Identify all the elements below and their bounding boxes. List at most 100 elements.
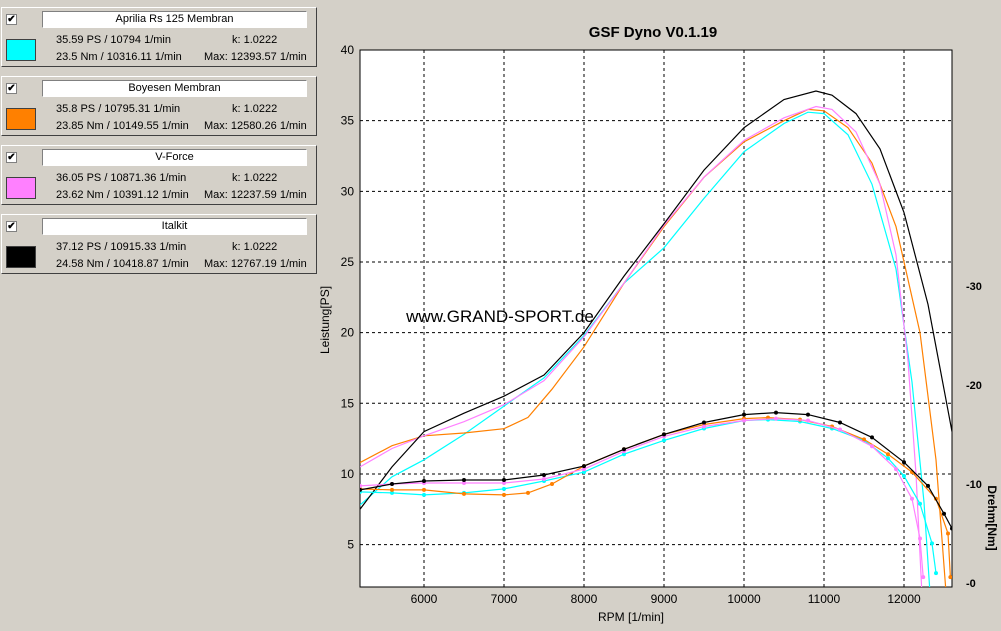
grid-lines [360, 50, 952, 587]
torque-point [774, 416, 778, 421]
torque-point [902, 460, 906, 465]
torque-point [774, 410, 778, 415]
y-axis-label: Leistung[PS] [318, 286, 332, 354]
torque-point [360, 487, 362, 492]
y-tick-label: 5 [347, 538, 354, 552]
torque-point [862, 437, 866, 442]
torque-readout-vforce: 23.62 Nm / 10391.12 1/min [56, 189, 189, 201]
torque-point [742, 418, 746, 423]
x-tick-label: 12000 [887, 592, 921, 606]
color-swatch-boyesen[interactable] [6, 108, 36, 130]
y-tick-label: 30 [341, 184, 355, 198]
torque-point [742, 412, 746, 417]
torque-point [946, 531, 950, 536]
checkbox-boyesen[interactable]: ✔ [6, 83, 17, 94]
k-readout-aprilia: k: 1.0222 [232, 34, 278, 46]
torque-point [462, 478, 466, 482]
y2-tick-label: -0 [966, 578, 976, 590]
y-tick-label: 15 [341, 396, 355, 410]
torque-point [390, 482, 394, 486]
torque-point [502, 492, 506, 497]
torque-point [582, 467, 586, 472]
color-swatch-aprilia[interactable] [6, 39, 36, 61]
y-tick-label: 35 [341, 114, 355, 128]
torque-point [542, 473, 546, 477]
series-name-aprilia[interactable]: Aprilia Rs 125 Membran [42, 11, 307, 28]
x-axis-label: RPM [1/min] [598, 610, 664, 624]
plot-area [359, 49, 953, 588]
max-readout-aprilia: Max: 12393.57 1/min [204, 51, 307, 63]
torque-point [662, 438, 666, 443]
power-readout-vforce: 36.05 PS / 10871.36 1/min [56, 172, 187, 184]
k-readout-italkit: k: 1.0222 [232, 241, 278, 253]
series-layer [360, 90, 952, 587]
torque-point [870, 444, 874, 449]
color-swatch-italkit[interactable] [6, 246, 36, 268]
torque-point [950, 526, 952, 531]
y-tick-label: 10 [341, 467, 355, 481]
torque-point [526, 490, 530, 495]
torque-point [502, 478, 506, 482]
chart-title: GSF Dyno V0.1.19 [589, 24, 717, 41]
torque-point [462, 481, 466, 485]
torque-point [806, 412, 810, 417]
torque-point [582, 464, 586, 469]
x-tick-label: 11000 [808, 592, 841, 606]
series-name-italkit[interactable]: Italkit [42, 218, 307, 235]
x-tick-label: 8000 [571, 592, 598, 606]
x-tick-label: 7000 [491, 592, 518, 606]
torque-point [422, 487, 426, 492]
torque-point [550, 482, 554, 486]
torque-point [918, 536, 922, 541]
axes-layer: 6000 7000 8000 9000 10000 11000 12000 5 10 15 20 25… [341, 43, 982, 606]
torque-curve-0 [360, 418, 937, 574]
torque-point [934, 571, 938, 576]
y2-tick-label: -20 [966, 380, 982, 392]
power-curve-0 [360, 111, 931, 587]
series-name-vforce[interactable]: V-Force [42, 149, 307, 166]
torque-readout-aprilia: 23.5 Nm / 10316.11 1/min [56, 51, 182, 63]
torque-point [930, 541, 934, 546]
power-readout-boyesen: 35.8 PS / 10795.31 1/min [56, 103, 181, 115]
y-tick-label: 20 [341, 326, 355, 340]
k-readout-vforce: k: 1.0222 [232, 172, 278, 184]
torque-point [910, 496, 914, 501]
series-name-boyesen[interactable]: Boyesen Membran [42, 80, 307, 97]
torque-point [870, 435, 874, 440]
color-swatch-vforce[interactable] [6, 177, 36, 199]
watermark-text: www.GRAND-SPORT.de [405, 307, 594, 326]
torque-point [948, 575, 952, 580]
torque-point [886, 456, 890, 461]
torque-point [422, 479, 426, 483]
y-tick-label: 25 [341, 255, 355, 269]
legend-panel-aprilia: ✔ Aprilia Rs 125 Membran 35.59 PS / 1079… [1, 7, 317, 67]
torque-point [806, 418, 810, 423]
x-tick-label: 6000 [411, 592, 438, 606]
power-curve-3 [360, 90, 952, 510]
max-readout-boyesen: Max: 12580.26 1/min [204, 120, 307, 132]
torque-point [838, 420, 842, 425]
torque-point [390, 487, 394, 492]
torque-point [360, 483, 362, 488]
max-readout-vforce: Max: 12237.59 1/min [204, 189, 307, 201]
x-tick-label: 9000 [651, 592, 678, 606]
torque-point [502, 486, 506, 491]
max-readout-italkit: Max: 12767.19 1/min [204, 258, 307, 270]
torque-point [921, 575, 926, 580]
torque-point [542, 477, 546, 481]
checkbox-aprilia[interactable]: ✔ [6, 14, 17, 25]
torque-point [662, 432, 666, 437]
power-curve-2 [360, 105, 923, 587]
y-tick-label: 40 [341, 43, 355, 57]
legend-panel-vforce: ✔ V-Force 36.05 PS / 10871.36 1/min k: 1… [1, 145, 317, 205]
torque-point [702, 420, 706, 425]
checkbox-italkit[interactable]: ✔ [6, 221, 17, 232]
torque-point [894, 467, 898, 472]
torque-point [918, 501, 922, 506]
checkbox-vforce[interactable]: ✔ [6, 152, 17, 163]
torque-point [582, 470, 586, 475]
power-readout-italkit: 37.12 PS / 10915.33 1/min [56, 241, 187, 253]
torque-point [886, 452, 890, 457]
torque-point [902, 474, 906, 478]
